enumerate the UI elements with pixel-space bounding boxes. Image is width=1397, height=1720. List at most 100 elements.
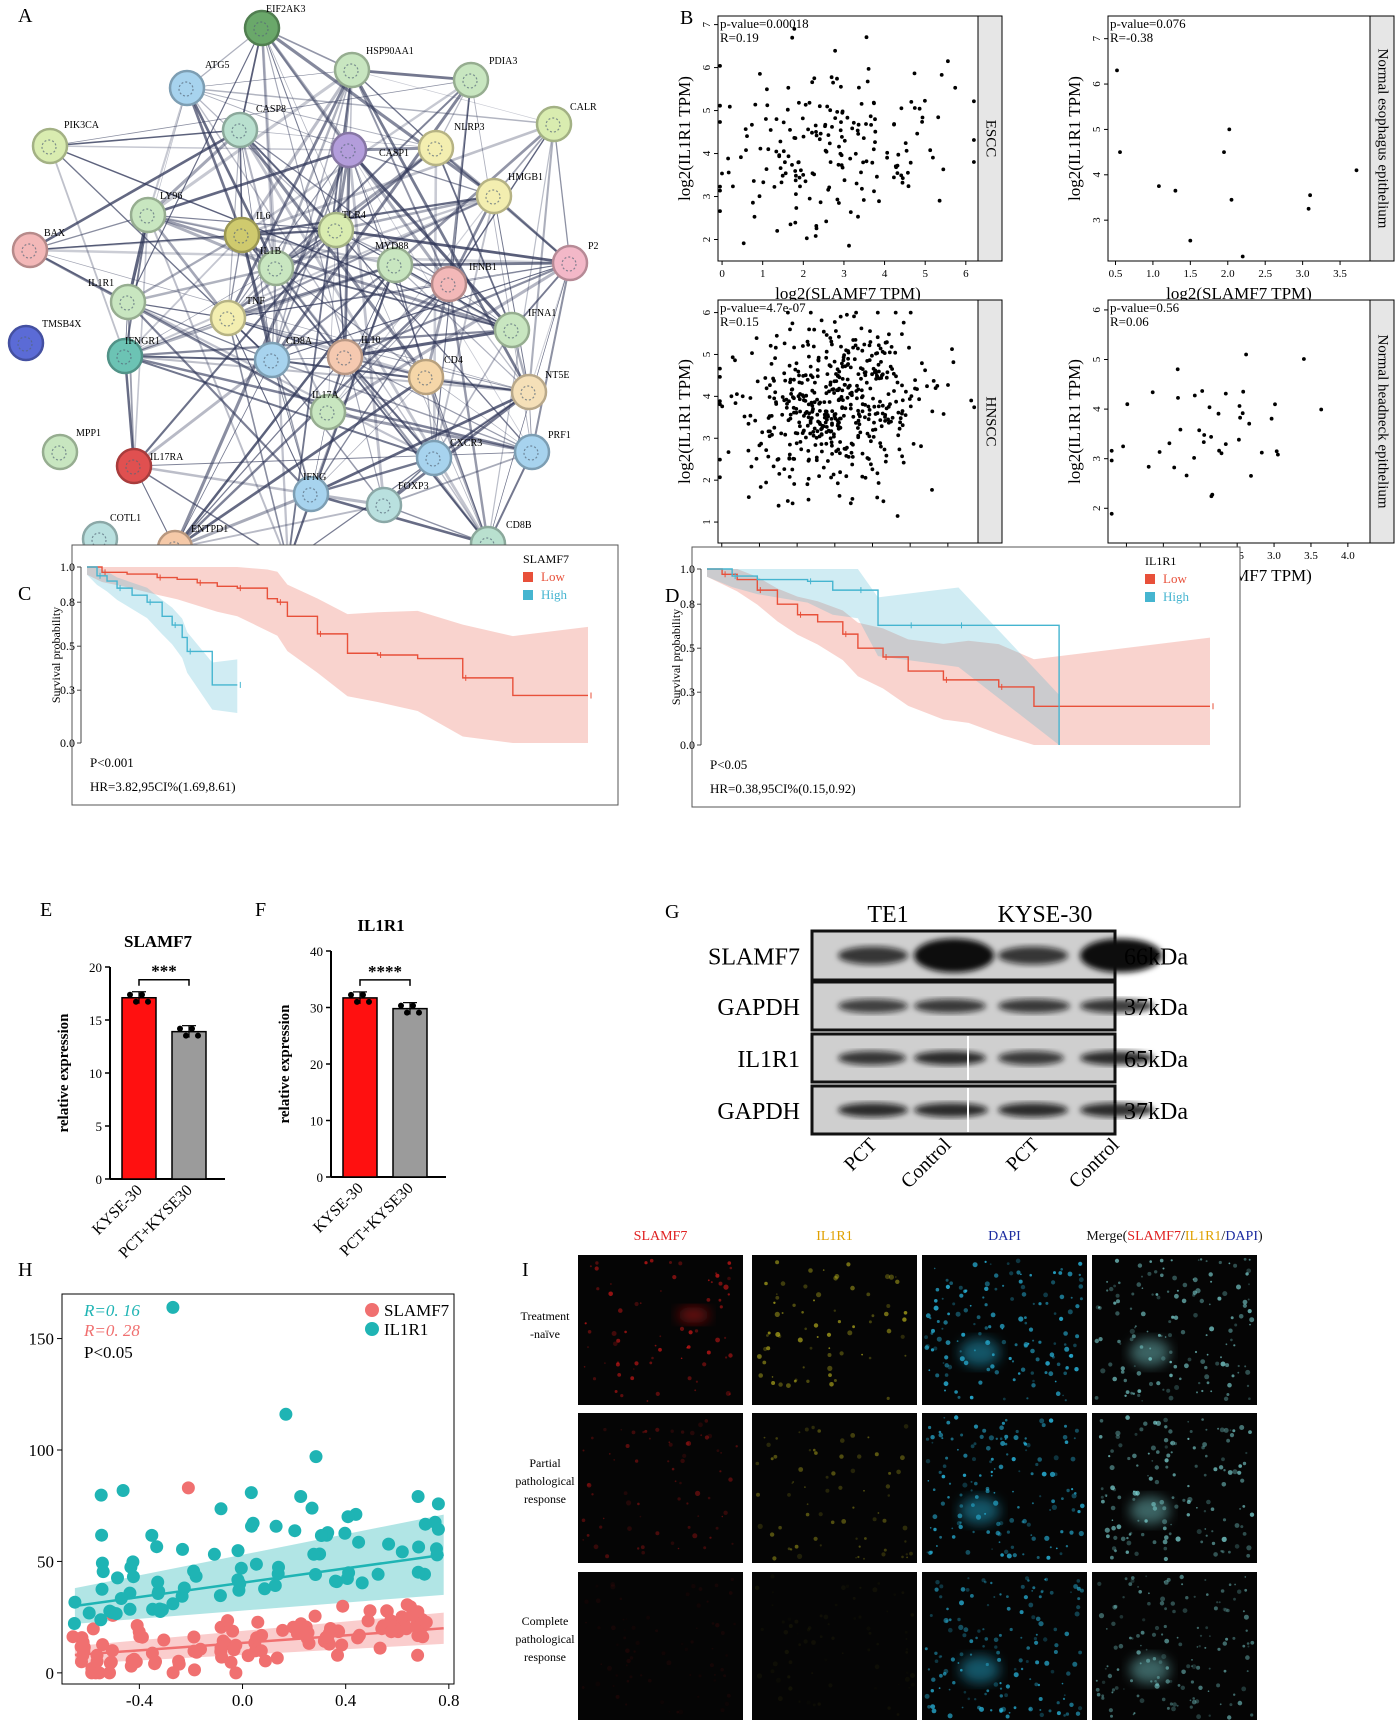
micrograph <box>922 1413 1087 1563</box>
cell-signal <box>1217 1296 1222 1301</box>
cell-signal <box>1164 1607 1167 1611</box>
scatter-point <box>729 394 734 399</box>
scatter-point <box>1237 404 1242 408</box>
scatter-point <box>846 350 851 355</box>
network-node-label: IL17A <box>312 390 339 401</box>
micrograph <box>752 1413 917 1563</box>
scatter-point <box>234 1561 248 1575</box>
scatter-point <box>1109 448 1114 453</box>
cell-signal <box>1156 1450 1160 1454</box>
cell-signal <box>1238 1464 1242 1468</box>
network-edge <box>147 213 396 267</box>
cell-signal <box>906 1648 909 1651</box>
scatter-point <box>431 1497 445 1511</box>
cell-signal <box>1176 1289 1179 1292</box>
scatter-point <box>792 377 796 382</box>
scatter-point <box>176 1542 189 1556</box>
cell-signal <box>1187 1437 1190 1440</box>
cell-signal <box>1181 1298 1187 1304</box>
scatter-point <box>746 495 751 499</box>
cell-signal <box>1141 1532 1145 1537</box>
cell-signal <box>1243 1614 1249 1620</box>
cell-signal <box>612 1684 615 1688</box>
cell-signal <box>943 1381 949 1387</box>
cell-signal <box>1020 1636 1023 1639</box>
scatter-point <box>850 462 855 467</box>
scatter-point <box>904 148 909 153</box>
micrograph <box>922 1255 1087 1405</box>
network-edge <box>274 69 354 269</box>
scatter-point <box>923 368 927 373</box>
cell-signal <box>1221 1482 1227 1487</box>
scatter-point <box>839 344 843 349</box>
cell-signal <box>715 1526 719 1530</box>
scatter-point <box>796 394 801 399</box>
network-node-label: CASP8 <box>256 104 286 115</box>
cell-signal <box>1119 1342 1122 1345</box>
cell-signal <box>939 1673 943 1678</box>
cell-signal <box>715 1623 720 1628</box>
protein-band <box>914 1051 986 1065</box>
scatter-point <box>883 419 887 423</box>
cell-signal <box>813 1448 816 1452</box>
network-node-circle <box>209 299 247 337</box>
scatter-point <box>412 1540 426 1554</box>
cell-signal <box>1141 1275 1143 1278</box>
scatter-point <box>150 1540 164 1554</box>
cell-signal <box>930 1348 935 1352</box>
cell-signal <box>1205 1334 1208 1337</box>
y-tick-label: 20 <box>89 960 102 975</box>
cell-signal <box>655 1427 660 1432</box>
scatter-point <box>302 1636 316 1650</box>
scatter-point <box>897 426 902 431</box>
cell-signal <box>1208 1303 1211 1306</box>
scatter-point <box>772 185 777 189</box>
cell-signal <box>929 1550 933 1555</box>
cell-signal <box>757 1523 763 1529</box>
network-node: LY96 <box>129 191 182 234</box>
cell-signal <box>1242 1299 1248 1305</box>
cell-signal <box>1100 1487 1104 1491</box>
micrograph <box>578 1413 743 1563</box>
cell-signal <box>637 1502 640 1506</box>
scatter-point <box>900 176 905 181</box>
cell-signal <box>616 1643 619 1647</box>
network-edge <box>127 87 188 303</box>
scatter-point <box>768 343 773 348</box>
cell-signal <box>1220 1361 1226 1367</box>
cell-signal <box>718 1298 722 1302</box>
cell-signal <box>1130 1579 1135 1583</box>
network-node: MPP1 <box>41 428 101 471</box>
scatter-point <box>856 122 861 127</box>
cell-signal <box>631 1625 636 1631</box>
network-edge <box>186 87 350 151</box>
cell-signal <box>1164 1445 1168 1449</box>
cell-signal <box>1237 1364 1240 1368</box>
cell-signal <box>906 1658 908 1660</box>
scatter-point <box>77 1640 91 1654</box>
cell-signal <box>788 1617 792 1621</box>
scatter-point <box>885 150 890 155</box>
cell-signal <box>1073 1584 1078 1589</box>
scatter-point <box>786 154 791 159</box>
scatter-point <box>779 431 784 436</box>
cell-signal <box>1182 1608 1188 1613</box>
cell-signal <box>994 1370 999 1375</box>
protein-band <box>914 1103 988 1117</box>
cell-signal <box>1226 1608 1230 1613</box>
cell-signal <box>685 1592 690 1597</box>
cell-signal <box>1245 1369 1251 1375</box>
scatter-point <box>896 433 901 438</box>
network-edge <box>327 264 396 413</box>
legend-label: IL1R1 <box>384 1320 428 1339</box>
scatter-point <box>832 414 837 419</box>
cell-signal <box>587 1346 589 1349</box>
scatter-point <box>774 402 779 406</box>
cell-signal <box>1018 1279 1023 1284</box>
scatter-point <box>853 343 858 348</box>
cell-signal <box>1198 1381 1201 1385</box>
cell-signal <box>1010 1297 1014 1301</box>
cell-signal <box>984 1692 987 1696</box>
